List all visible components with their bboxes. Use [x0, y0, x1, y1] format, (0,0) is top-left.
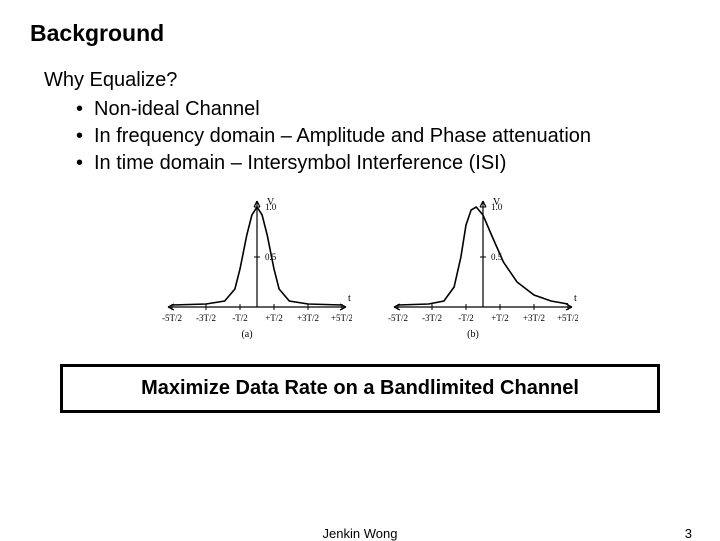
bullet-list: • Non-ideal Channel • In frequency domai… — [76, 96, 690, 177]
svg-text:-3T/2: -3T/2 — [196, 313, 216, 323]
svg-text:V: V — [267, 197, 275, 208]
svg-text:+3T/2: +3T/2 — [297, 313, 319, 323]
bullet-text: In time domain – Intersymbol Interferenc… — [94, 150, 506, 177]
slide: Background Why Equalize? • Non-ideal Cha… — [0, 0, 720, 540]
svg-text:t: t — [348, 293, 351, 304]
bullet-mark: • — [76, 96, 94, 123]
svg-text:+3T/2: +3T/2 — [523, 313, 545, 323]
footer-author: Jenkin Wong — [323, 526, 398, 541]
bullet-text: Non-ideal Channel — [94, 96, 260, 123]
bullet-item: • Non-ideal Channel — [76, 96, 690, 123]
bullet-text: In frequency domain – Amplitude and Phas… — [94, 123, 591, 150]
slide-title: Background — [30, 20, 690, 47]
svg-text:V: V — [493, 197, 501, 208]
svg-text:-5T/2: -5T/2 — [162, 313, 182, 323]
bullet-mark: • — [76, 123, 94, 150]
svg-text:-T/2: -T/2 — [232, 313, 248, 323]
pulse-chart: 1.00.5-5T/2-3T/2-T/2+T/2+3T/2+5T/2Vt(b) — [368, 191, 578, 341]
footer-page: 3 — [685, 526, 692, 541]
section-heading: Why Equalize? — [44, 69, 690, 92]
svg-text:+5T/2: +5T/2 — [331, 313, 352, 323]
svg-text:+5T/2: +5T/2 — [557, 313, 578, 323]
chart-left: 1.00.5-5T/2-3T/2-T/2+T/2+3T/2+5T/2Vt(a) — [142, 191, 352, 346]
callout-box: Maximize Data Rate on a Bandlimited Chan… — [60, 364, 660, 413]
svg-text:+T/2: +T/2 — [265, 313, 283, 323]
bullet-mark: • — [76, 150, 94, 177]
svg-text:t: t — [574, 293, 577, 304]
charts-row: 1.00.5-5T/2-3T/2-T/2+T/2+3T/2+5T/2Vt(a) … — [30, 191, 690, 346]
svg-text:(b): (b) — [467, 329, 479, 340]
pulse-chart: 1.00.5-5T/2-3T/2-T/2+T/2+3T/2+5T/2Vt(a) — [142, 191, 352, 341]
svg-text:-T/2: -T/2 — [458, 313, 474, 323]
svg-text:+T/2: +T/2 — [491, 313, 509, 323]
svg-text:(a): (a) — [241, 329, 252, 340]
chart-right: 1.00.5-5T/2-3T/2-T/2+T/2+3T/2+5T/2Vt(b) — [368, 191, 578, 346]
bullet-item: • In time domain – Intersymbol Interfere… — [76, 150, 690, 177]
bullet-item: • In frequency domain – Amplitude and Ph… — [76, 123, 690, 150]
svg-text:-3T/2: -3T/2 — [422, 313, 442, 323]
svg-text:-5T/2: -5T/2 — [388, 313, 408, 323]
